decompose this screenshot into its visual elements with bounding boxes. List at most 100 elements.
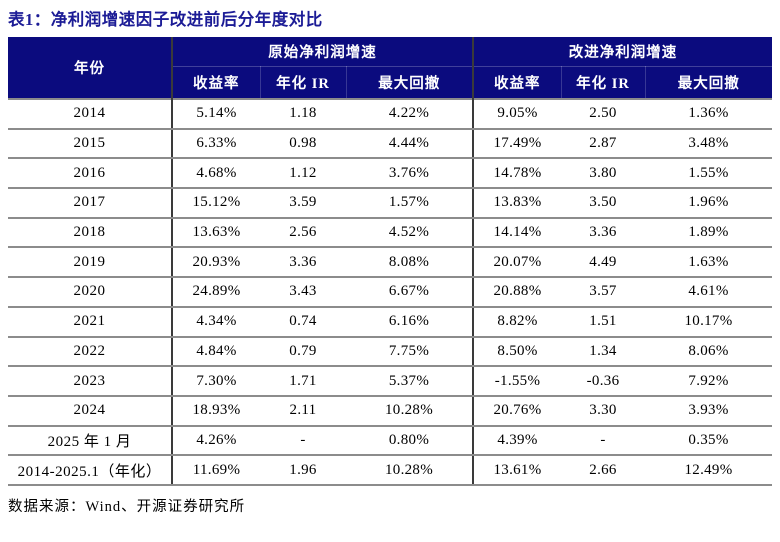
- value-cell: 1.96%: [645, 188, 773, 219]
- value-cell: 2.66: [561, 455, 646, 486]
- value-cell: 24.89%: [171, 277, 260, 308]
- year-cell: 2021: [8, 306, 172, 338]
- value-cell: 18.93%: [171, 395, 260, 427]
- value-cell: 4.68%: [171, 158, 260, 190]
- value-cell: 4.39%: [472, 425, 562, 457]
- table-row: 2016 4.68% 1.12 3.76% 14.78% 3.80 1.55%: [8, 158, 773, 190]
- value-cell: 0.80%: [346, 425, 474, 457]
- table-row: 2015 6.33% 0.98 4.44% 17.49% 2.87 3.48%: [8, 128, 773, 160]
- value-cell: 3.76%: [346, 158, 474, 190]
- value-cell: 0.98: [260, 128, 346, 160]
- value-cell: 8.50%: [472, 336, 562, 368]
- year-cell: 2022: [8, 336, 172, 368]
- value-cell: 4.26%: [171, 425, 260, 457]
- value-cell: 1.57%: [346, 188, 474, 219]
- value-cell: 20.07%: [472, 247, 562, 279]
- value-cell: 8.06%: [645, 336, 773, 368]
- value-cell: 1.96: [260, 455, 346, 486]
- value-cell: 20.76%: [472, 395, 562, 427]
- year-cell: 2015: [8, 128, 172, 160]
- table-row: 2017 15.12% 3.59 1.57% 13.83% 3.50 1.96%: [8, 188, 773, 219]
- value-cell: 3.43: [260, 277, 346, 308]
- value-cell: 1.18: [260, 99, 346, 130]
- value-cell: -1.55%: [472, 366, 562, 397]
- value-cell: 3.59: [260, 188, 346, 219]
- value-cell: 10.28%: [346, 395, 474, 427]
- table-row: 2021 4.34% 0.74 6.16% 8.82% 1.51 10.17%: [8, 306, 773, 338]
- value-cell: 15.12%: [171, 188, 260, 219]
- value-cell: 11.69%: [171, 455, 260, 486]
- value-cell: 3.57: [561, 277, 646, 308]
- value-cell: -0.36: [561, 366, 646, 397]
- value-cell: 12.49%: [645, 455, 773, 486]
- value-cell: 2.50: [561, 99, 646, 130]
- year-cell: 2024: [8, 395, 172, 427]
- year-cell: 2020: [8, 277, 172, 308]
- value-cell: 7.30%: [171, 366, 260, 397]
- value-cell: 0.79: [260, 336, 346, 368]
- value-cell: 13.83%: [472, 188, 562, 219]
- value-cell: 1.71: [260, 366, 346, 397]
- value-cell: 2.11: [260, 395, 346, 427]
- column-header-year: 年份: [8, 37, 172, 99]
- table-row: 2018 13.63% 2.56 4.52% 14.14% 3.36 1.89%: [8, 217, 773, 249]
- value-cell: 1.12: [260, 158, 346, 190]
- value-cell: 1.34: [561, 336, 646, 368]
- value-cell: 1.63%: [645, 247, 773, 279]
- year-cell: 2016: [8, 158, 172, 190]
- year-cell: 2014-2025.1（年化）: [8, 455, 172, 486]
- value-cell: 0.35%: [645, 425, 773, 457]
- value-cell: 3.30: [561, 395, 646, 427]
- value-cell: 4.34%: [171, 306, 260, 338]
- value-cell: 4.52%: [346, 217, 474, 249]
- value-cell: 8.82%: [472, 306, 562, 338]
- value-cell: 3.48%: [645, 128, 773, 160]
- value-cell: 10.28%: [346, 455, 474, 486]
- value-cell: 4.44%: [346, 128, 474, 160]
- value-cell: 3.36: [260, 247, 346, 279]
- table-title: 表1：净利润增速因子改进前后分年度对比: [8, 10, 323, 29]
- group-header-row: 年份 原始净利润增速 改进净利润增速: [8, 37, 773, 99]
- value-cell: 13.61%: [472, 455, 562, 486]
- value-cell: 14.78%: [472, 158, 562, 190]
- value-cell: 4.61%: [645, 277, 773, 308]
- value-cell: 5.14%: [171, 99, 260, 130]
- report-table-page: 表1：净利润增速因子改进前后分年度对比 年份 原始净利润增速 改进净利润增速 收…: [8, 10, 773, 515]
- table-row: 2020 24.89% 3.43 6.67% 20.88% 3.57 4.61%: [8, 277, 773, 308]
- value-cell: 2.56: [260, 217, 346, 249]
- column-header-return-improved: 收益率: [472, 66, 562, 99]
- value-cell: 1.36%: [645, 99, 773, 130]
- value-cell: 1.89%: [645, 217, 773, 249]
- value-cell: 14.14%: [472, 217, 562, 249]
- value-cell: 1.51: [561, 306, 646, 338]
- value-cell: 7.92%: [645, 366, 773, 397]
- value-cell: 10.17%: [645, 306, 773, 338]
- value-cell: 4.49: [561, 247, 646, 279]
- year-cell: 2019: [8, 247, 172, 279]
- year-cell: 2014: [8, 99, 172, 130]
- value-cell: 2.87: [561, 128, 646, 160]
- column-header-drawdown-improved: 最大回撤: [644, 66, 773, 99]
- value-cell: 3.80: [561, 158, 646, 190]
- table-row: 2014 5.14% 1.18 4.22% 9.05% 2.50 1.36%: [8, 99, 773, 130]
- value-cell: 6.33%: [171, 128, 260, 160]
- table-row: 2025 年 1 月 4.26% -0.80% 4.39% -0.35%: [8, 425, 773, 457]
- year-cell: 2025 年 1 月: [8, 425, 172, 457]
- value-cell: 7.75%: [346, 336, 474, 368]
- data-source-note: 数据来源：Wind、开源证券研究所: [8, 498, 246, 515]
- value-cell: 4.22%: [346, 99, 474, 130]
- column-header-ir-improved: 年化 IR: [560, 66, 646, 99]
- table-row: 2014-2025.1（年化） 11.69% 1.96 10.28% 13.61% 2.6…: [8, 455, 773, 486]
- value-cell: 0.74: [260, 306, 346, 338]
- value-cell: 13.63%: [171, 217, 260, 249]
- column-header-ir-original: 年化 IR: [259, 66, 346, 99]
- value-cell: 3.50: [561, 188, 646, 219]
- value-cell: 5.37%: [346, 366, 474, 397]
- table-header: 年份 原始净利润增速 改进净利润增速 收益率 年化 IR 最大回撤 收益率 年化…: [8, 37, 773, 99]
- sub-header-row: 收益率 年化 IR 最大回撤 收益率 年化 IR 最大回撤: [8, 66, 773, 99]
- table-body: 2014 5.14% 1.18 4.22% 9.05% 2.50 1.36% 2015 6.33…: [8, 99, 773, 486]
- value-cell: 6.16%: [346, 306, 474, 338]
- table-row: 2022 4.84% 0.79 7.75% 8.50% 1.34 8.06%: [8, 336, 773, 368]
- column-group-original: 原始净利润增速: [170, 37, 474, 67]
- table-row: 2023 7.30% 1.71 5.37% -1.55% -0.36 7.92%: [8, 366, 773, 397]
